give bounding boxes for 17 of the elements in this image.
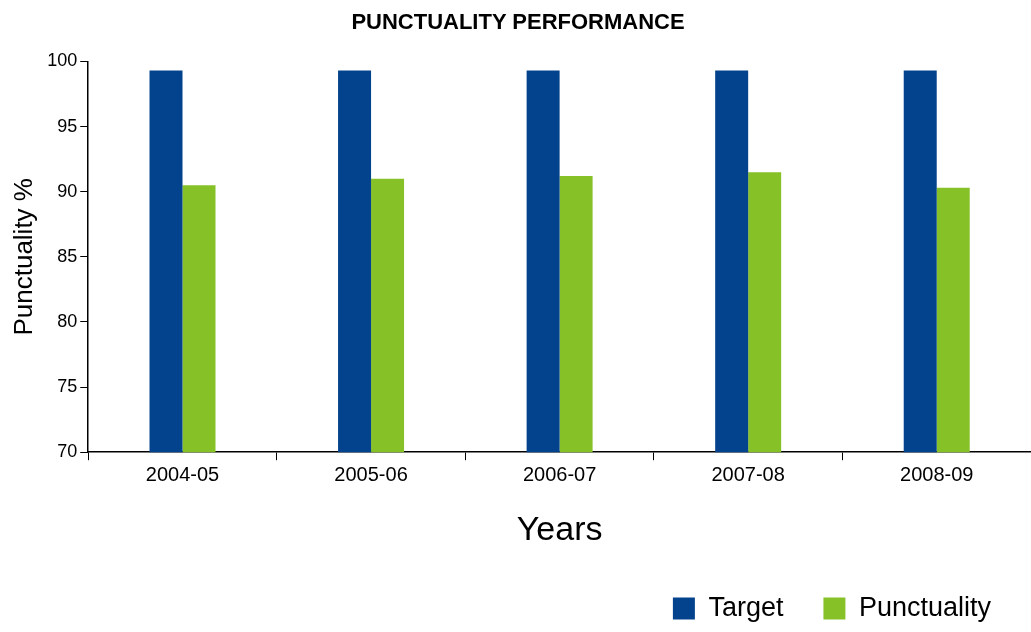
x-tick-label: 2007-08 bbox=[711, 462, 785, 485]
y-tick-label: 100 bbox=[47, 50, 78, 71]
y-tick-label: 90 bbox=[57, 180, 78, 201]
x-tick-label: 2004-05 bbox=[145, 462, 220, 485]
y-tick-label: 80 bbox=[57, 310, 78, 331]
y-tick-label: 70 bbox=[57, 441, 78, 462]
chart-title: PUNCTUALITY PERFORMANCE bbox=[351, 9, 685, 35]
legend-label: Target bbox=[708, 591, 784, 622]
x-tick-label: 2005-06 bbox=[334, 462, 408, 485]
legend-label: Punctuality bbox=[858, 591, 992, 622]
y-axis-title: Punctuality % bbox=[7, 178, 38, 336]
y-tick-label: 85 bbox=[57, 245, 78, 266]
x-axis-title: Years bbox=[516, 508, 603, 547]
x-tick-label: 2008-09 bbox=[900, 462, 974, 485]
x-tick-label: 2006-07 bbox=[522, 462, 597, 485]
y-tick-label: 95 bbox=[57, 115, 78, 136]
y-tick-label: 75 bbox=[57, 376, 78, 397]
